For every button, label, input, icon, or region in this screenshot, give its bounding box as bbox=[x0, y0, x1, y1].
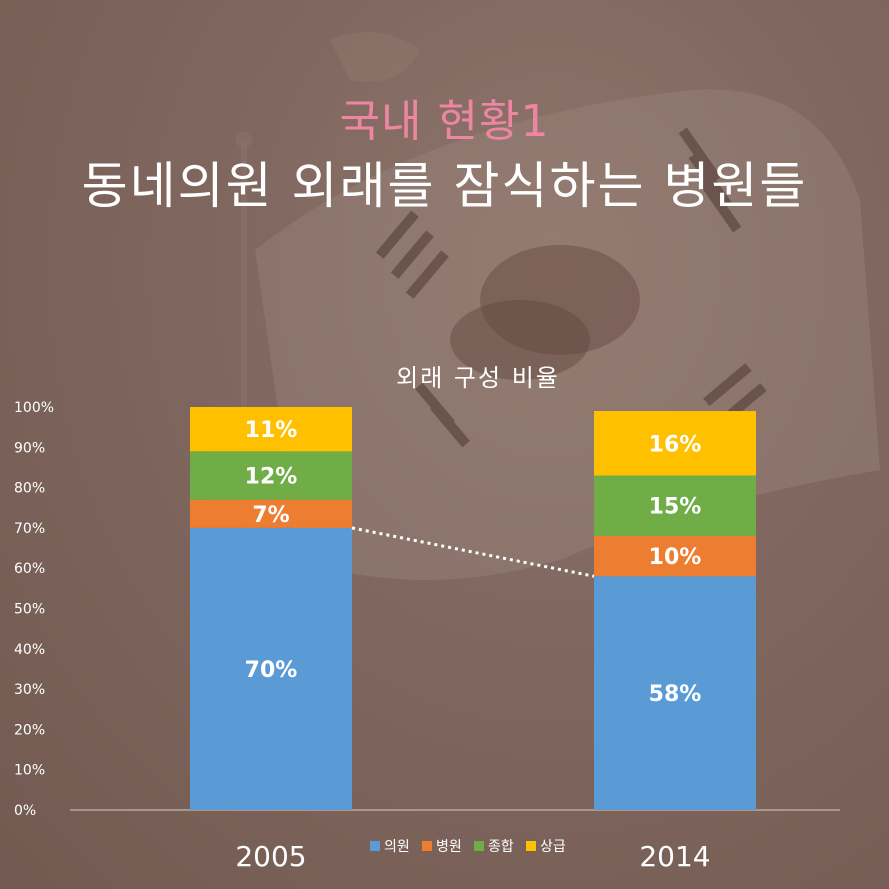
bar-segment bbox=[190, 527, 352, 810]
bar-segment bbox=[594, 535, 756, 577]
legend-label: 종합 bbox=[488, 839, 514, 855]
legend-label: 의원 bbox=[384, 839, 410, 855]
bar-segment bbox=[190, 499, 352, 528]
heading: 국내 현황1 동네의원 외래를 잠식하는 병원들 bbox=[0, 92, 889, 218]
data-label: 10% bbox=[649, 545, 702, 570]
heading-subtitle: 국내 현황1 bbox=[339, 96, 550, 147]
chart-title: 외래 구성 비율 bbox=[396, 364, 560, 392]
series-connector-line bbox=[351, 526, 595, 578]
bar-segment bbox=[594, 475, 756, 536]
legend: 의원 병원 종합 상급 bbox=[370, 839, 566, 855]
x-axis-labels: 2005 2014 bbox=[235, 840, 710, 873]
legend-swatch bbox=[370, 841, 380, 851]
y-tick-label: 40% bbox=[14, 642, 45, 658]
legend-swatch bbox=[474, 841, 484, 851]
data-label: 58% bbox=[649, 682, 702, 707]
y-tick-label: 60% bbox=[14, 561, 45, 577]
data-label: 70% bbox=[245, 658, 298, 683]
y-tick-label: 100% bbox=[14, 400, 54, 416]
data-label: 16% bbox=[649, 432, 702, 457]
bars-group: 70% 7% 12% 11% 58% 10% 15% 16% bbox=[190, 407, 756, 810]
y-tick-label: 20% bbox=[14, 722, 45, 738]
y-tick-label: 70% bbox=[14, 521, 45, 537]
x-tick-label: 2014 bbox=[639, 840, 710, 873]
legend-label: 병원 bbox=[436, 839, 462, 855]
data-label: 12% bbox=[245, 465, 298, 490]
y-tick-label: 30% bbox=[14, 682, 45, 698]
data-label: 15% bbox=[649, 495, 702, 520]
y-tick-label: 50% bbox=[14, 602, 45, 618]
legend-label: 상급 bbox=[540, 839, 566, 855]
y-tick-label: 0% bbox=[14, 803, 36, 819]
legend-swatch bbox=[422, 841, 432, 851]
data-label: 11% bbox=[245, 418, 298, 443]
y-tick-label: 80% bbox=[14, 481, 45, 497]
y-tick-label: 90% bbox=[14, 440, 45, 456]
bar-segment bbox=[594, 576, 756, 810]
y-axis: 0% 10% 20% 30% 40% 50% 60% 70% 80% 90% 100% bbox=[14, 400, 54, 819]
x-tick-label: 2005 bbox=[235, 840, 306, 873]
bar-segment bbox=[594, 411, 756, 476]
bar-segment bbox=[190, 407, 352, 452]
bar-segment bbox=[190, 451, 352, 500]
y-tick-label: 10% bbox=[14, 763, 45, 779]
heading-title: 동네의원 외래를 잠식하는 병원들 bbox=[81, 157, 808, 215]
legend-swatch bbox=[526, 841, 536, 851]
data-label: 7% bbox=[252, 503, 289, 528]
